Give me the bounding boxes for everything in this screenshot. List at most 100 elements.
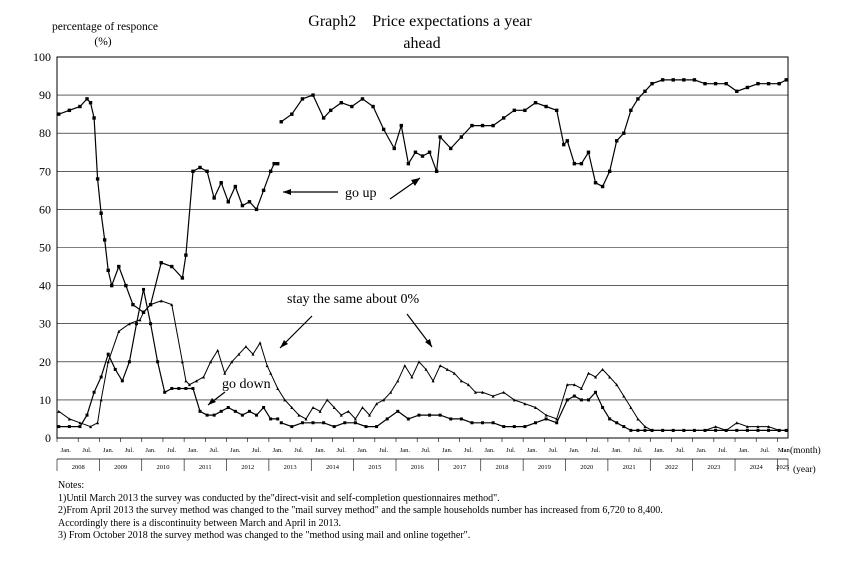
- chart-title-line1: Graph2 Price expectations a year: [308, 13, 532, 30]
- x-month-label: Jul.: [252, 447, 262, 454]
- x-month-label: Mar: [778, 447, 790, 454]
- y-tick-label: 40: [39, 279, 51, 293]
- x-year-label: 2013: [284, 464, 297, 471]
- y-tick-label: 30: [39, 317, 51, 331]
- plot-frame: [56, 56, 789, 439]
- data-point: [784, 78, 788, 82]
- data-point: [784, 428, 788, 432]
- chart-title-line2: ahead: [403, 35, 440, 52]
- x-month-label: Jan.: [612, 447, 623, 454]
- x-year-label: 2011: [199, 464, 212, 471]
- annotations: go up stay the same about 0% go down: [207, 177, 433, 406]
- y-tick-label: 60: [39, 202, 51, 216]
- notes: Notes: 1)Until March 2013 the survey was…: [58, 480, 663, 543]
- x-year-label: 2010: [156, 464, 169, 471]
- x-year-label: 2020: [580, 464, 593, 471]
- x-month-label: Jan.: [357, 447, 368, 454]
- x-year-label: 2023: [707, 464, 720, 471]
- price-expectations-chart: Graph2 Price expectations a year ahead p…: [33, 13, 821, 475]
- x-month-label: Jul.: [464, 447, 474, 454]
- x-month-label: Jan.: [61, 447, 72, 454]
- annotation-stay-same: stay the same about 0%: [287, 292, 420, 307]
- x-month-label: Jan.: [654, 447, 665, 454]
- x-axis: Jan. Jul. Jan. Jul. Jan. Jul. Jan. Jul. Jan. Jul.…: [56, 438, 792, 471]
- go-down-arrow-head: [208, 398, 216, 405]
- note-3: 3) From October 2018 the survey method w…: [58, 530, 471, 541]
- y-tick-label: 0: [45, 431, 51, 445]
- x-month-label: Jul.: [337, 447, 347, 454]
- x-month-label: Jul.: [549, 447, 559, 454]
- x-month-label: Jul.: [294, 447, 304, 454]
- x-month-label: Jul.: [760, 447, 770, 454]
- y-tick-label: 90: [39, 88, 51, 102]
- x-month-label: Jan.: [527, 447, 538, 454]
- x-month-label: Jul.: [82, 447, 92, 454]
- x-month-label: Jul.: [506, 447, 516, 454]
- x-year-label: 2014: [326, 464, 340, 471]
- data-point: [57, 425, 61, 429]
- x-month-label: Jan.: [145, 447, 156, 454]
- go-up-arrow-left-head: [283, 189, 291, 195]
- note-1: 1)Until March 2013 the survey was conduc…: [58, 492, 500, 504]
- annotation-go-down: go down: [222, 377, 271, 392]
- y-tick-label: 80: [39, 126, 51, 140]
- x-month-label: Jul.: [421, 447, 431, 454]
- x-year-label: 2022: [665, 464, 678, 471]
- note-2-continued: Accordingly there is a discontinuity bet…: [58, 517, 341, 529]
- y-tick-label: 20: [39, 355, 51, 369]
- x-year-label: 2012: [241, 464, 254, 471]
- x-month-label: Jul.: [125, 447, 135, 454]
- series-stay-same: [57, 299, 788, 432]
- y-tick-label: 70: [39, 164, 51, 178]
- notes-heading: Notes:: [58, 480, 85, 491]
- x-year-label: 2016: [411, 464, 425, 471]
- x-year-label: 2019: [538, 464, 551, 471]
- x-month-label: Jul.: [379, 447, 389, 454]
- go-up-arrow-right-head: [411, 178, 420, 186]
- stay-same-arrow-left-head: [280, 340, 288, 348]
- x-month-label: Jan.: [273, 447, 284, 454]
- series-line: [58, 98, 278, 314]
- data-point: [57, 112, 61, 116]
- x-year-label: 2009: [114, 464, 127, 471]
- y-axis-ticks: 0 10 20 30 40 50 60 70 80 90 100: [33, 50, 51, 445]
- series-line: [58, 289, 278, 428]
- x-year-label: 2021: [623, 464, 636, 471]
- x-axis-unit-year: (year): [793, 464, 816, 475]
- x-month-label: Jan.: [442, 447, 453, 454]
- annotation-go-up: go up: [345, 186, 377, 201]
- x-month-label: Jan.: [230, 447, 241, 454]
- x-month-label: Jul.: [591, 447, 601, 454]
- x-month-label: Jan.: [781, 447, 792, 454]
- x-year-label: 2024: [750, 464, 764, 471]
- x-month-label: Jul.: [633, 447, 643, 454]
- x-year-label: 2025: [776, 464, 789, 471]
- x-year-label: 2015: [368, 464, 381, 471]
- data-point: [276, 161, 280, 166]
- y-axis-label: percentage of responce: [52, 21, 158, 33]
- series-go-up: [57, 78, 788, 314]
- x-month-label: Jul.: [167, 447, 177, 454]
- x-month-label: Jan.: [739, 447, 750, 454]
- y-tick-label: 50: [39, 241, 51, 255]
- x-month-label: Jul.: [676, 447, 686, 454]
- y-tick-label: 100: [33, 50, 51, 64]
- y-axis-unit: (%): [94, 36, 111, 48]
- x-month-label: Jan.: [103, 447, 114, 454]
- series-layer: [57, 78, 788, 432]
- series-line: [58, 300, 787, 431]
- x-year-label: 2008: [72, 464, 85, 471]
- x-month-label: Jan.: [484, 447, 495, 454]
- x-month-label: Jul.: [718, 447, 728, 454]
- note-2: 2)From April 2013 the survey method was …: [58, 505, 663, 516]
- x-month-label: Jan.: [188, 447, 199, 454]
- y-tick-label: 10: [39, 393, 51, 407]
- x-axis-unit-month: (month): [790, 445, 821, 456]
- x-year-label: 2017: [453, 464, 467, 471]
- x-year-label: 2018: [495, 464, 508, 471]
- x-month-label: Jan.: [315, 447, 326, 454]
- series-line: [280, 79, 787, 188]
- x-month-label: Jan.: [569, 447, 580, 454]
- x-month-label: Jan.: [400, 447, 411, 454]
- x-month-label: Jan.: [696, 447, 707, 454]
